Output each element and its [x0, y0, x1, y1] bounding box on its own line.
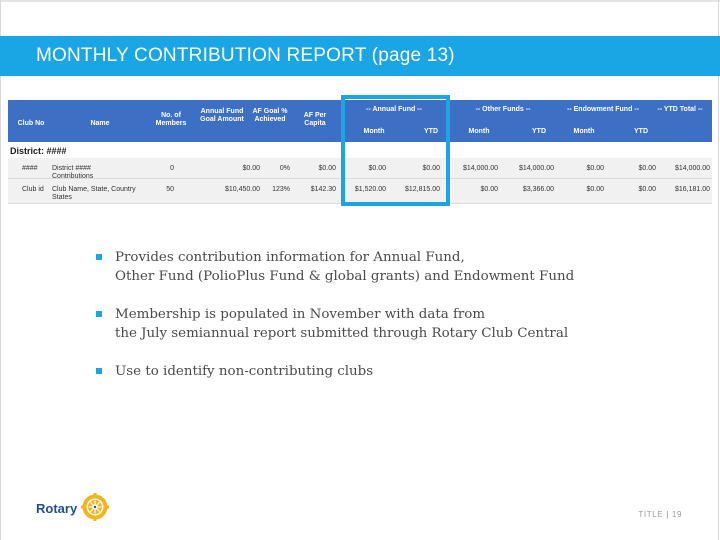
page-number: 19 — [671, 510, 682, 519]
endow-month-cell: $0.00 — [586, 186, 604, 193]
header-goal: Annual Fund Goal Amount — [200, 108, 244, 123]
club-name-cell-line2: States — [52, 194, 72, 201]
left-border — [0, 0, 1, 540]
bullet-item: Provides contribution information for An… — [96, 248, 676, 286]
goal-cell: $10,450.00 — [224, 186, 260, 193]
square-bullet-icon — [96, 368, 102, 374]
bullet-item: Use to identify non-contributing clubs — [96, 362, 676, 381]
header-endowment-group: -- Endowment Fund -- — [567, 106, 639, 113]
footer-separator: | — [666, 510, 669, 519]
square-bullet-icon — [96, 254, 102, 260]
contribution-report-table: Club No Name No. of Members Annual Fund … — [8, 95, 712, 206]
logo-wordmark: Rotary — [36, 501, 78, 516]
header-endow-month: Month — [573, 128, 595, 135]
slide-footer: TITLE | 19 — [638, 510, 682, 519]
annual-month-cell: $0.00 — [368, 165, 386, 172]
annual-fund-highlight — [341, 95, 450, 206]
club-id-cell: Club id — [22, 186, 44, 193]
bullet-item: Membership is populated in November with… — [96, 305, 676, 343]
header-club-no: Club No — [17, 120, 45, 127]
bullet-text: the July semiannual report submitted thr… — [115, 326, 569, 341]
header-annual-fund-group: -- Annual Fund -- — [366, 106, 422, 113]
rotary-logo: Rotary — [36, 493, 116, 525]
achieved-cell: 0% — [279, 165, 290, 172]
bullet-text: Other Fund (PolioPlus Fund & global gran… — [115, 269, 575, 284]
rotary-wheel-icon — [81, 493, 109, 521]
per-capita-cell: $0.00 — [318, 165, 336, 172]
endow-ytd-cell: $0.00 — [638, 186, 656, 193]
goal-cell: $0.00 — [242, 165, 260, 172]
club-name-cell: Club Name, State, Country — [52, 186, 136, 193]
header-annual-month: Month — [363, 128, 385, 135]
other-ytd-cell: $14,000.00 — [518, 165, 554, 172]
bullet-text: Provides contribution information for An… — [115, 250, 465, 265]
annual-month-cell: $1,520.00 — [354, 186, 386, 193]
endow-month-cell: $0.00 — [586, 165, 604, 172]
club-name-cell-line2: Contributions — [52, 173, 94, 180]
table-row: Club id Club Name, State, Country States… — [8, 179, 712, 204]
members-cell: 0 — [170, 165, 174, 172]
annual-ytd-cell: $12,815.00 — [404, 186, 440, 193]
table-row: #### District #### Contributions 0 $0.00… — [8, 158, 712, 180]
report-header: Club No Name No. of Members Annual Fund … — [8, 100, 712, 142]
right-border — [718, 0, 719, 540]
top-border — [0, 0, 720, 2]
header-other-ytd: YTD — [532, 128, 546, 135]
bullet-text: Use to identify non-contributing clubs — [115, 364, 374, 379]
bullet-text: Membership is populated in November with… — [115, 307, 486, 322]
district-label: District: #### — [10, 146, 67, 156]
header-members: No. of Members — [155, 112, 187, 127]
ytd-total-cell: $14,000.00 — [674, 165, 710, 172]
club-id-cell: #### — [22, 165, 38, 172]
club-name-cell: District #### — [52, 165, 91, 172]
header-name: Name — [90, 120, 110, 127]
other-ytd-cell: $3,366.00 — [522, 186, 554, 193]
members-cell: 50 — [166, 186, 174, 193]
other-month-cell: $14,000.00 — [462, 165, 498, 172]
endow-ytd-cell: $0.00 — [638, 165, 656, 172]
bullet-list: Provides contribution information for An… — [96, 248, 676, 381]
annual-ytd-cell: $0.00 — [422, 165, 440, 172]
header-achieved: AF Goal % Achieved — [252, 108, 288, 123]
header-ytd-total: -- YTD Total -- — [657, 106, 703, 113]
square-bullet-icon — [96, 311, 102, 317]
header-other-month: Month — [468, 128, 490, 135]
achieved-cell: 123% — [272, 186, 290, 193]
header-per-capita: AF Per Capita — [303, 112, 327, 127]
header-annual-ytd: YTD — [424, 128, 438, 135]
header-endow-ytd: YTD — [634, 128, 648, 135]
ytd-total-cell: $16,181.00 — [674, 186, 710, 193]
slide-title: MONTHLY CONTRIBUTION REPORT (page 13) — [36, 45, 455, 66]
header-other-funds-group: -- Other Funds -- — [475, 106, 531, 113]
footer-label: TITLE — [638, 510, 664, 519]
title-bar: MONTHLY CONTRIBUTION REPORT (page 13) — [0, 36, 720, 76]
other-month-cell: $0.00 — [480, 186, 498, 193]
per-capita-cell: $142.30 — [310, 186, 336, 193]
